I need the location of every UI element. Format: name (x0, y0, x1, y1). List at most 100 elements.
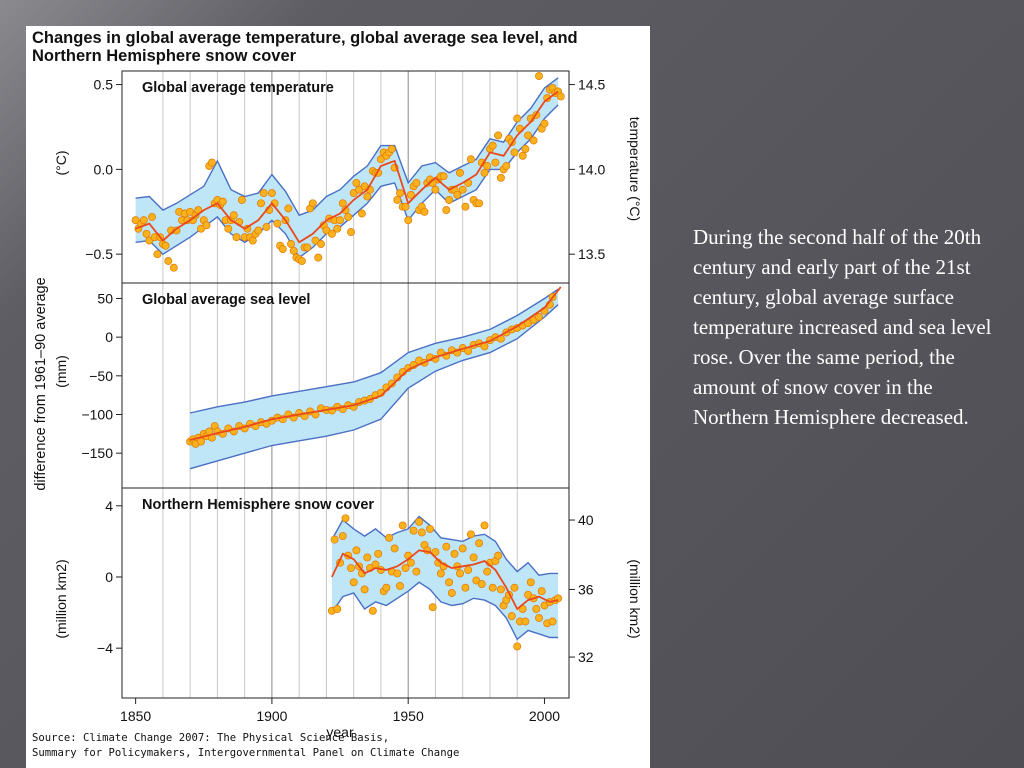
smoothed-line (189, 286, 562, 441)
panel-2: Global average sea level −150 −100 −50 0 50 (m… (53, 282, 570, 489)
data-point (526, 578, 535, 587)
data-point (398, 521, 407, 530)
data-point (357, 209, 366, 218)
panel-1: Global average temperature −0.5 0.0 0.5 13.5… (53, 70, 643, 284)
data-point (308, 199, 317, 208)
data-point (431, 185, 440, 194)
data-point (518, 151, 527, 160)
data-point (284, 204, 293, 213)
data-point (197, 437, 205, 446)
y-tick-label-right: 32 (578, 649, 594, 665)
figure-title: Changes in global average temperature, g… (32, 29, 578, 65)
data-point (363, 192, 372, 201)
data-point (164, 257, 173, 265)
data-point (521, 617, 530, 626)
data-point (278, 245, 287, 254)
y-axis-label-right: temperature (°C) (627, 117, 643, 221)
data-point (409, 526, 418, 535)
data-point (349, 578, 358, 587)
data-point (480, 521, 489, 530)
uncertainty-band (135, 77, 559, 258)
data-point (456, 168, 464, 177)
data-point (341, 206, 350, 215)
data-point (475, 539, 484, 548)
y-axis-label: (million km2) (53, 559, 69, 638)
x-tick-label: 1900 (256, 708, 287, 724)
data-point (524, 131, 533, 140)
data-point (259, 189, 268, 198)
data-point (521, 145, 530, 153)
y-tick-label: 0.0 (94, 161, 114, 177)
y-tick-label: 0 (105, 329, 113, 345)
smoothed-line (331, 549, 559, 611)
data-point (556, 92, 565, 101)
data-point (352, 546, 361, 555)
band-upper-edge (331, 515, 559, 576)
data-point (466, 530, 475, 539)
data-point (540, 601, 549, 610)
data-point (314, 253, 323, 262)
data-point (396, 189, 404, 198)
band-lower-edge (135, 104, 559, 259)
data-point (477, 580, 486, 589)
data-point (385, 533, 394, 542)
data-point (333, 224, 342, 233)
y-tick-label-right: 36 (578, 581, 594, 597)
panel-title: Northern Hemisphere snow cover (142, 497, 374, 513)
data-point (404, 216, 413, 225)
data-point (480, 168, 489, 177)
panel-3: Northern Hemisphere snow cover −4 0 4 32 36 40… (53, 487, 643, 740)
band-lower-edge (331, 581, 559, 641)
data-point (456, 569, 464, 578)
panel-title: Global average temperature (142, 80, 334, 96)
data-point (431, 548, 440, 557)
data-point (333, 605, 342, 613)
data-point (428, 603, 437, 612)
data-point (450, 549, 459, 558)
data-point (494, 131, 503, 140)
data-point (496, 585, 505, 594)
data-point (393, 195, 402, 204)
x-axis-label: year (326, 724, 354, 740)
data-point (382, 583, 391, 592)
data-point (513, 642, 522, 651)
data-point (352, 178, 361, 187)
data-point (289, 246, 298, 255)
y-tick-label-right: 14.5 (578, 77, 605, 93)
data-point (466, 155, 475, 164)
data-point (488, 583, 497, 592)
source-note: Source: Climate Change 2007: The Physica… (32, 732, 460, 759)
data-point (142, 229, 151, 238)
data-point (447, 589, 456, 597)
data-point (513, 114, 522, 123)
data-point (327, 229, 336, 238)
data-point (548, 617, 557, 626)
data-point (338, 199, 347, 208)
band-lower-edge (189, 304, 559, 470)
data-point (393, 569, 402, 578)
data-point (254, 226, 263, 235)
data-point (461, 202, 470, 211)
data-point (374, 549, 383, 558)
data-point (475, 199, 484, 208)
data-point (461, 583, 470, 592)
data-point (202, 221, 211, 230)
data-point (483, 162, 492, 170)
slide-body-text: During the second half of the 20th centu… (693, 225, 992, 429)
y-tick-label-right: 40 (578, 512, 594, 528)
data-point (510, 148, 519, 157)
data-point (442, 542, 451, 551)
data-point (524, 590, 533, 599)
shared-y-axis-label: difference from 1961–90 average (33, 277, 49, 490)
data-point (390, 544, 399, 553)
data-point (218, 197, 227, 206)
data-point (257, 199, 265, 208)
data-point (169, 263, 178, 272)
y-tick-label: 0 (105, 569, 113, 585)
data-point (417, 528, 426, 537)
data-point (469, 553, 478, 562)
data-point (510, 583, 519, 592)
data-point (224, 224, 233, 233)
data-point (445, 195, 454, 204)
data-point (406, 190, 415, 199)
